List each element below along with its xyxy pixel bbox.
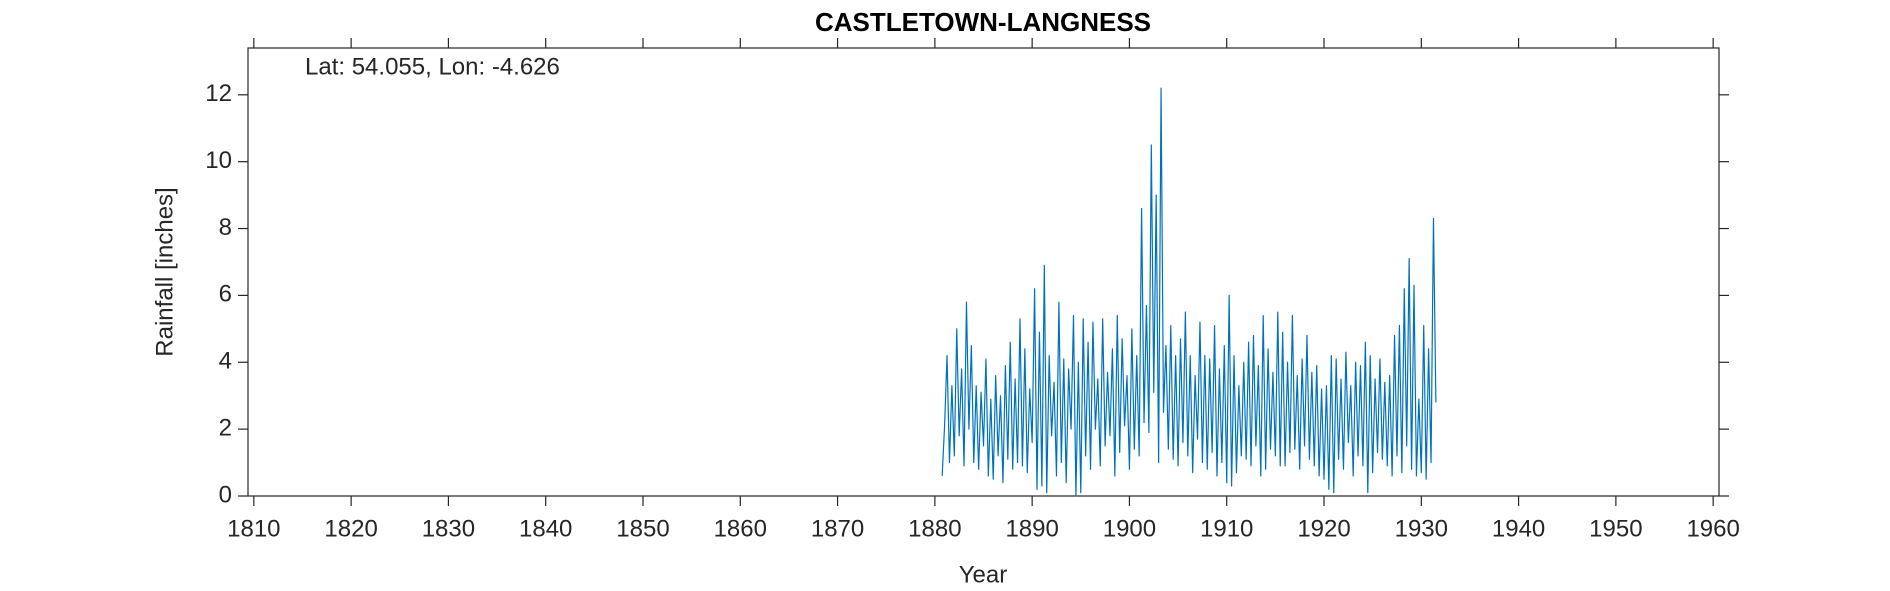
x-tick-label: 1960 — [1686, 515, 1739, 542]
x-tick-label: 1810 — [227, 515, 280, 542]
x-axis-label: Year — [959, 561, 1008, 588]
x-tick-label: 1880 — [908, 515, 961, 542]
y-tick-label: 2 — [219, 414, 232, 441]
x-tick-label: 1860 — [714, 515, 767, 542]
x-tick-label: 1890 — [1005, 515, 1058, 542]
y-axis-label: Rainfall [inches] — [151, 187, 178, 356]
y-tick-label: 12 — [205, 80, 232, 107]
y-tick-label: 0 — [219, 481, 232, 508]
x-tick-label: 1900 — [1103, 515, 1156, 542]
chart-title: CASTLETOWN-LANGNESS — [815, 7, 1151, 37]
x-tick-label: 1820 — [324, 515, 377, 542]
x-tick-label: 1950 — [1589, 515, 1642, 542]
x-tick-label: 1850 — [616, 515, 669, 542]
y-tick-label: 4 — [219, 348, 232, 375]
x-tick-label: 1870 — [811, 515, 864, 542]
y-tick-label: 8 — [219, 214, 232, 241]
x-tick-label: 1840 — [519, 515, 572, 542]
x-tick-label: 1920 — [1297, 515, 1350, 542]
y-tick-label: 10 — [205, 147, 232, 174]
x-tick-label: 1910 — [1200, 515, 1253, 542]
x-tick-label: 1940 — [1492, 515, 1545, 542]
plot-frame — [247, 47, 1720, 497]
x-tick-label: 1830 — [422, 515, 475, 542]
annotation: Lat: 54.055, Lon: -4.626 — [305, 53, 560, 80]
rainfall-line — [941, 87, 1437, 497]
x-tick-label: 1930 — [1395, 515, 1448, 542]
y-tick-label: 6 — [219, 281, 232, 308]
